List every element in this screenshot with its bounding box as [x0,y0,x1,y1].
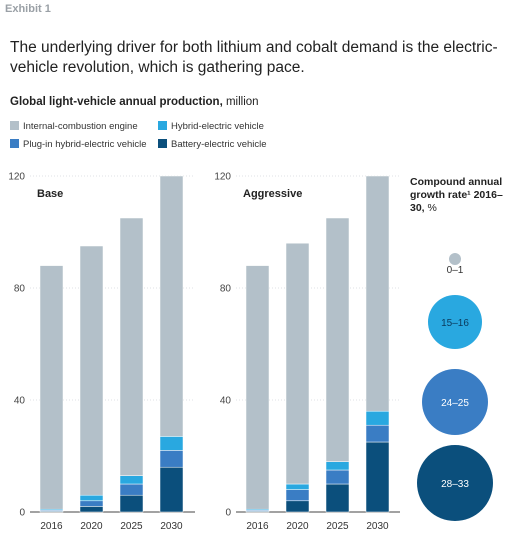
legend-label-hev: Hybrid-electric vehicle [171,121,264,132]
bar-segment [325,483,350,513]
bar-segment [119,494,144,513]
legend-item-phev: Plug-in hybrid-electric vehicle [10,139,147,150]
cagr-bubble-label: 28–33 [441,479,469,490]
subtitle-unit: million [222,96,259,108]
legend-item-bev: Battery-electric vehicle [158,139,267,150]
bar-segment [365,424,390,443]
x-tick-label: 2016 [246,521,269,532]
bar-segment [365,175,390,412]
bar-segment [245,265,270,510]
chart-subtitle: Global light-vehicle annual production, … [10,96,259,108]
x-tick-label: 2030 [366,521,389,532]
legend-item-ice: Internal-combustion engine [10,121,138,132]
exhibit-label: Exhibit 1 [5,3,51,15]
y-tick-label: 0 [225,508,231,519]
bar-segment [119,483,144,496]
y-tick-label: 0 [19,508,25,519]
panel-title: Aggressive [243,188,302,200]
x-tick-label: 2020 [286,521,309,532]
cagr-title: Compound annual growth rate¹ 2016–30, % [410,176,515,215]
cagr-title-unit: % [424,202,437,214]
y-tick-label: 40 [14,396,26,407]
legend-swatch-hev [158,121,167,130]
bar-segment [159,450,184,468]
bar-segment [79,500,104,507]
subtitle-bold: Global light-vehicle annual production, [10,96,223,108]
x-tick-label: 2020 [80,521,103,532]
x-tick-label: 2030 [160,521,183,532]
bar-segment [365,441,390,513]
legend-label-ice: Internal-combustion engine [23,121,138,132]
bar-segment [39,265,64,510]
y-tick-label: 120 [8,172,25,183]
bar-segment [285,489,310,502]
bar-segment [285,242,310,485]
panel-title: Base [37,188,63,200]
bar-segment [159,175,184,437]
legend-label-bev: Battery-electric vehicle [171,139,267,150]
bar-segment [119,475,144,485]
bar-segment [119,217,144,476]
y-tick-label: 80 [220,284,232,295]
bar-segment [325,217,350,462]
bar-segment [285,483,310,490]
cagr-bubble [428,295,482,349]
cagr-bubble-label: 24–25 [441,398,469,409]
cagr-title-bold: Compound annual growth rate¹ 2016–30, [410,176,503,214]
legend-swatch-ice [10,121,19,130]
bar-segment [159,466,184,513]
bar-segment [325,461,350,471]
cagr-bubble [449,253,461,265]
bar-segment [159,436,184,451]
legend-label-phev: Plug-in hybrid-electric vehicle [23,139,147,150]
y-tick-label: 40 [220,396,232,407]
legend-swatch-phev [10,139,19,148]
bar-segment [79,245,104,496]
bar-segment [79,494,104,502]
bar-segment [285,500,310,513]
cagr-bubble-label: 0–1 [447,265,464,276]
cagr-bubble-label: 15–16 [441,318,469,329]
x-tick-label: 2016 [40,521,63,532]
bar-segment [325,469,350,485]
legend-swatch-bev [158,139,167,148]
y-tick-label: 120 [214,172,231,183]
x-tick-label: 2025 [326,521,349,532]
cagr-bubble [417,445,493,521]
x-tick-label: 2025 [120,521,143,532]
cagr-bubble [422,369,488,435]
y-tick-label: 80 [14,284,26,295]
bar-segment [79,506,104,513]
bar-segment [365,410,390,426]
headline: The underlying driver for both lithium a… [10,39,498,76]
legend-item-hev: Hybrid-electric vehicle [158,121,264,132]
